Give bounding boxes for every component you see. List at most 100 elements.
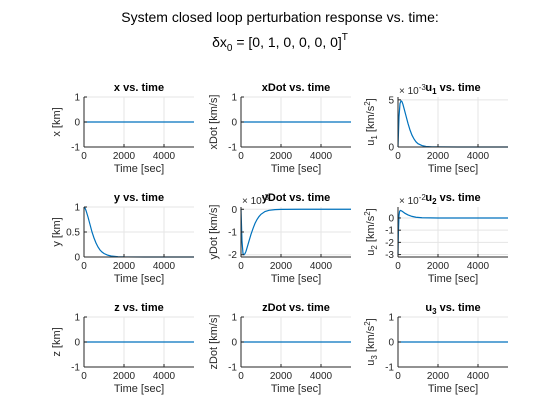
y-tick-label: 0 (74, 338, 80, 349)
y-tick-label: 0.5 (66, 228, 80, 239)
x-axis-label: Time [sec] (428, 383, 478, 395)
y-tick-label: 1 (231, 313, 237, 324)
x-tick-label: 0 (238, 151, 244, 162)
series-line (397, 209, 508, 255)
y-tick-label: 0 (388, 338, 394, 349)
title-subscript: 1 (432, 87, 437, 96)
ylabel-end: ] (365, 318, 377, 321)
x-axis-label: Time [sec] (271, 383, 321, 395)
y-tick-label: 0 (231, 205, 237, 216)
ylabel-superscript: 2 (363, 321, 372, 326)
x-tick-label: 4000 (153, 261, 176, 272)
x-tick-label: 0 (395, 371, 401, 382)
title-vector: = [0, 1, 0, 0, 0, 0] (232, 34, 341, 50)
y-tick-label: 1 (231, 93, 237, 104)
y-axis-label: zDot [km/s] (208, 314, 220, 369)
x-tick-label: 0 (395, 151, 401, 162)
x-tick-label: 2000 (113, 261, 136, 272)
x-tick-label: 2000 (427, 371, 450, 382)
x-tick-label: 4000 (310, 261, 333, 272)
y-axis-label: xDot [km/s] (208, 94, 220, 149)
ylabel-rest: [km/s (365, 105, 377, 135)
y-tick-label: 0 (388, 143, 394, 154)
title-subscript: 2 (432, 197, 437, 206)
x-tick-label: 4000 (467, 371, 490, 382)
ylabel-superscript: 2 (363, 101, 372, 106)
ylabel-subscript: 3 (370, 355, 379, 360)
ylabel-rest: [km/s (365, 215, 377, 245)
ylabel-main: u (365, 140, 377, 146)
x-axis-label: Time [sec] (428, 163, 478, 175)
y-axis-label: y [km] (51, 217, 63, 246)
title-main: u (425, 82, 432, 94)
ylabel-main: u (365, 360, 377, 366)
x-axis-label: Time [sec] (114, 163, 164, 175)
title-main: u (425, 302, 432, 314)
y-tick-label: 5 (388, 95, 394, 106)
y-tick-label: -1 (228, 363, 237, 374)
subplot-title: x vs. time (114, 82, 164, 94)
subplot-title: u1 vs. time (425, 82, 480, 96)
exponent-base: × 10 (242, 196, 262, 207)
figure-title: System closed loop perturbation response… (121, 9, 439, 54)
x-tick-label: 4000 (310, 371, 333, 382)
x-tick-label: 2000 (113, 371, 136, 382)
subplot-title: yDot vs. time (262, 192, 330, 204)
axis-exponent-label: × 10-3 (399, 83, 426, 97)
title-delta-x: δx (212, 34, 227, 50)
x-tick-label: 0 (81, 261, 87, 272)
y-tick-label: 0 (74, 253, 80, 264)
exponent-base: × 10 (399, 196, 419, 207)
x-tick-label: 2000 (270, 261, 293, 272)
subplot-title: zDot vs. time (262, 302, 330, 314)
y-tick-label: -3 (385, 250, 394, 261)
ylabel-end: ] (365, 208, 377, 211)
y-tick-label: -1 (385, 363, 394, 374)
x-axis-label: Time [sec] (271, 163, 321, 175)
x-tick-label: 2000 (427, 151, 450, 162)
subplot-title: y vs. time (114, 192, 164, 204)
x-tick-label: 4000 (153, 151, 176, 162)
series-line (240, 208, 351, 256)
y-axis-label: z [km] (51, 327, 63, 356)
ylabel-subscript: 1 (370, 135, 379, 140)
ylabel-superscript: 2 (363, 211, 372, 216)
x-tick-label: 4000 (153, 371, 176, 382)
exponent-power: -2 (419, 193, 427, 202)
title-subscript: 3 (432, 307, 437, 316)
subplot-title: z vs. time (114, 302, 164, 314)
x-axis-label: Time [sec] (271, 273, 321, 285)
y-tick-label: -1 (71, 363, 80, 374)
y-tick-label: -1 (228, 143, 237, 154)
y-tick-label: 1 (388, 313, 394, 324)
y-axis-label: x [km] (51, 107, 63, 136)
x-axis-label: Time [sec] (114, 383, 164, 395)
ylabel-main: u (365, 250, 377, 256)
title-subscript: 0 (227, 43, 233, 54)
title-rest: vs. time (437, 192, 481, 204)
exponent-base: × 10 (399, 86, 419, 97)
y-axis-label: u3 [km/s2] (363, 318, 379, 365)
ylabel-end: ] (365, 98, 377, 101)
y-tick-label: -1 (228, 228, 237, 239)
y-tick-label: 0 (231, 118, 237, 129)
y-axis-label: u1 [km/s2] (363, 98, 379, 145)
x-tick-label: 0 (395, 261, 401, 272)
y-tick-label: 0 (388, 213, 394, 224)
exponent-power: -3 (262, 193, 270, 202)
title-main: u (425, 192, 432, 204)
x-axis-label: Time [sec] (114, 273, 164, 285)
x-axis-label: Time [sec] (428, 273, 478, 285)
figure-title-line1: System closed loop perturbation response… (121, 9, 439, 25)
title-rest: vs. time (437, 302, 481, 314)
figure-title-line2: δx0 = [0, 1, 0, 0, 0, 0]T (212, 32, 348, 54)
series-line (397, 99, 508, 148)
subplot-title: u3 vs. time (425, 302, 480, 316)
y-tick-label: 1 (74, 313, 80, 324)
